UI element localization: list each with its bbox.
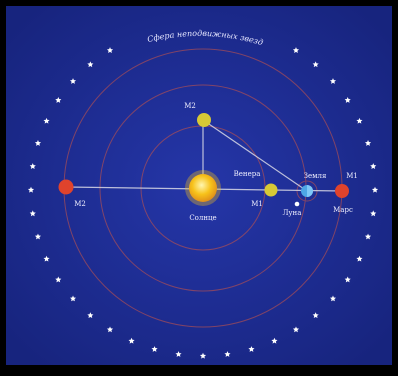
star-icon xyxy=(292,47,300,53)
moon-icon xyxy=(294,201,300,207)
star-icon xyxy=(248,346,255,352)
star-icon xyxy=(312,312,319,319)
star-icon xyxy=(29,210,36,217)
star-icon xyxy=(34,140,42,146)
labels: Солнце Венера Земля Луна Марс М2 М2 М1 М… xyxy=(74,102,358,222)
sun-label: Солнце xyxy=(189,214,216,222)
star-icon xyxy=(199,352,207,359)
star-icon xyxy=(224,351,231,357)
mars-label: Марс xyxy=(333,206,353,214)
sun-icon xyxy=(189,174,217,202)
venus-icon-m2 xyxy=(197,113,211,127)
star-icon xyxy=(43,117,50,124)
star-icon xyxy=(370,210,377,217)
star-icon xyxy=(151,346,158,352)
star-icon xyxy=(69,78,77,84)
star-icon xyxy=(344,97,351,103)
star-icon xyxy=(34,233,42,240)
star-icon xyxy=(55,97,62,103)
star-icon xyxy=(43,255,50,262)
star-icon xyxy=(55,276,62,283)
moon-label: Луна xyxy=(283,209,302,217)
star-icon xyxy=(356,255,363,262)
bodies xyxy=(58,113,349,207)
star-icon xyxy=(344,276,351,283)
star-icon xyxy=(292,326,300,333)
star-icon xyxy=(87,312,94,319)
earth-highlight xyxy=(307,185,313,197)
venus-label: Венера xyxy=(234,170,261,178)
earth-label: Земля xyxy=(304,172,327,180)
star-icon xyxy=(29,163,36,169)
star-icon xyxy=(69,295,77,302)
star-icon xyxy=(175,351,182,357)
mars-icon xyxy=(335,184,349,198)
star-icon xyxy=(364,233,372,240)
star-icon xyxy=(106,47,114,53)
star-icon xyxy=(364,140,372,146)
star-icon xyxy=(271,337,278,344)
star-icon xyxy=(87,61,94,68)
star-icon xyxy=(27,186,35,193)
star-icon xyxy=(356,117,363,124)
m2-top-label: М2 xyxy=(184,102,196,110)
fixed-stars-ring xyxy=(27,47,379,359)
star-icon xyxy=(371,186,379,193)
m2-left-label: М2 xyxy=(74,200,86,208)
mars-icon-m2 xyxy=(58,179,74,195)
m1-venus-label: М1 xyxy=(251,200,263,208)
star-icon xyxy=(312,61,319,68)
star-icon xyxy=(106,326,114,333)
star-icon xyxy=(370,163,377,169)
m1-mars-label: М1 xyxy=(346,172,358,180)
star-icon xyxy=(329,295,337,302)
star-icon xyxy=(329,78,337,84)
venus-icon xyxy=(264,183,278,197)
earth-to-top-line xyxy=(202,119,308,192)
star-icon xyxy=(128,337,135,344)
